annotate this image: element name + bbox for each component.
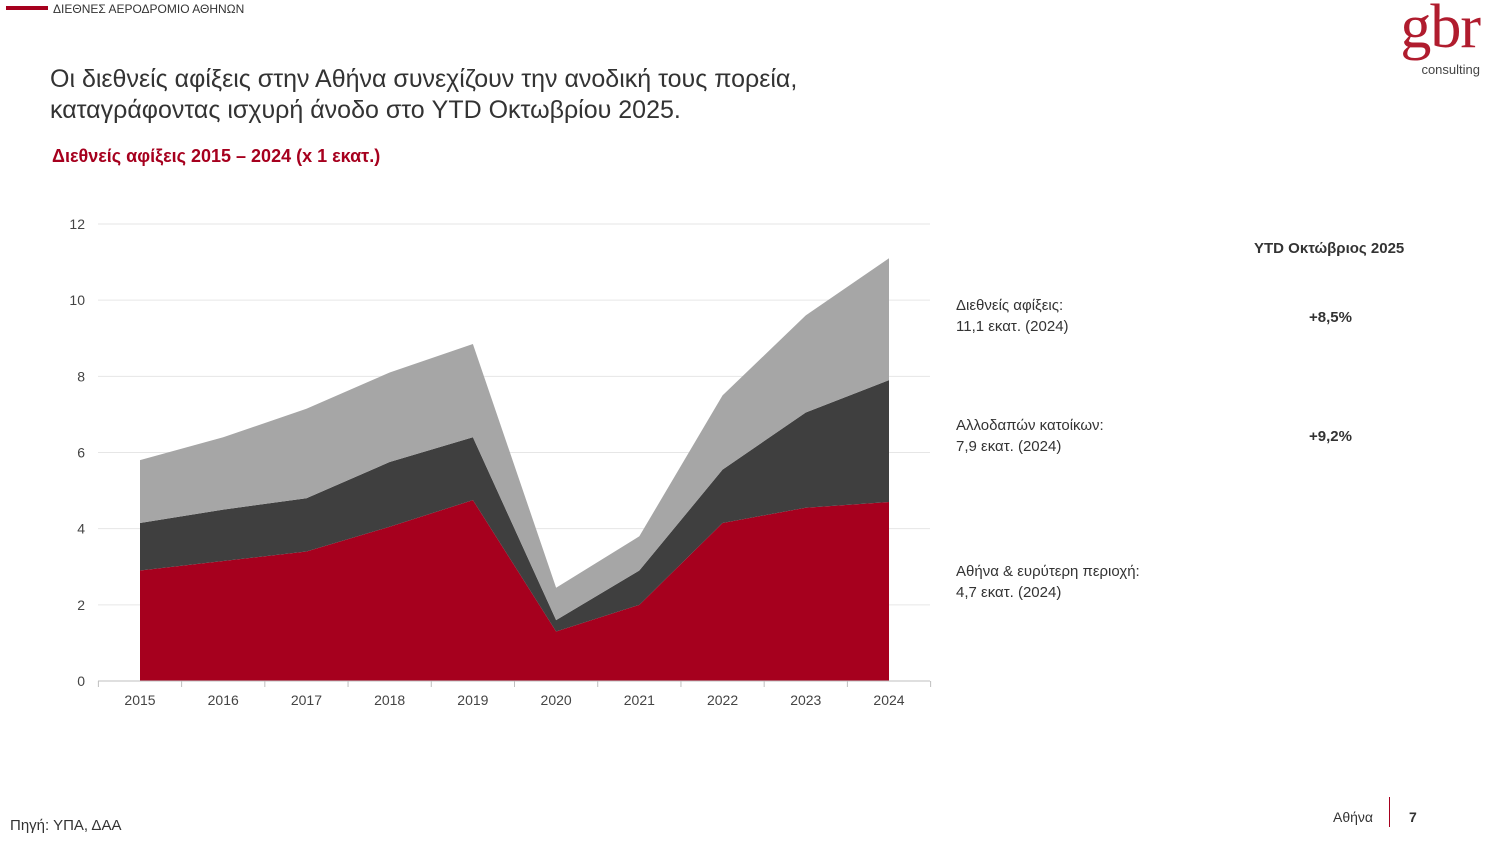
- x-tick-label: 2018: [374, 692, 405, 708]
- section-marker: [6, 6, 48, 10]
- x-tick-label: 2022: [707, 692, 738, 708]
- x-tick-label: 2023: [790, 692, 821, 708]
- footer-divider: [1389, 797, 1390, 827]
- x-tick-label: 2019: [457, 692, 488, 708]
- x-tick-label: 2017: [291, 692, 322, 708]
- ytd-title: YTD Οκτώβριος 2025: [1254, 240, 1405, 257]
- title-line-1: Οι διεθνείς αφίξεις στην Αθήνα συνεχίζου…: [50, 65, 798, 93]
- logo-text: gbr: [1400, 0, 1481, 61]
- legend-value: 4,7 εκατ. (2024): [956, 584, 1062, 601]
- area-series-2: [140, 258, 889, 621]
- ytd-pct-foreign-residents: +9,2%: [1309, 428, 1352, 445]
- chart-title: Διεθνείς αφίξεις 2015 – 2024 (x 1 εκατ.): [52, 146, 381, 166]
- footer-place: Αθήνα: [1333, 809, 1374, 825]
- section-label: ΔΙΕΘΝΕΣ ΑΕΡΟΔΡΟΜΙΟ ΑΘΗΝΩΝ: [53, 2, 245, 16]
- area-series-0: [140, 500, 889, 681]
- x-tick-label: 2020: [541, 692, 572, 708]
- y-tick-label: 8: [77, 368, 85, 384]
- x-tick-label: 2024: [873, 692, 904, 708]
- ytd-pct-international: +8,5%: [1309, 309, 1352, 326]
- legend-label: Αλλοδαπών κατοίκων:: [956, 417, 1104, 434]
- y-tick-label: 4: [77, 521, 85, 537]
- legend-athens: Αθήνα & ευρύτερη περιοχή: 4,7 εκατ. (202…: [956, 561, 1140, 603]
- legend-foreign-residents: Αλλοδαπών κατοίκων: 7,9 εκατ. (2024): [956, 415, 1104, 457]
- title-line-2: καταγράφοντας ισχυρή άνοδο στο YTD Οκτωβ…: [50, 96, 681, 124]
- y-tick-label: 0: [77, 673, 85, 689]
- x-tick-label: 2015: [124, 692, 155, 708]
- legend-label: Αθήνα & ευρύτερη περιοχή:: [956, 563, 1140, 580]
- legend-label: Διεθνείς αφίξεις:: [956, 297, 1064, 314]
- y-tick-label: 12: [69, 216, 85, 232]
- x-tick-label: 2021: [624, 692, 655, 708]
- legend-value: 11,1 εκατ. (2024): [956, 318, 1069, 335]
- stacked-area-chart: 0 2 4 6 8 10 12 2015 2016 2017 2018 2019 2020 2021 202…: [69, 216, 932, 708]
- x-tick-label: 2016: [208, 692, 239, 708]
- y-tick-label: 2: [77, 597, 85, 613]
- page-number: 7: [1409, 809, 1417, 825]
- legend-international: Διεθνείς αφίξεις: 11,1 εκατ. (2024): [956, 295, 1069, 337]
- source-note: Πηγή: ΥΠΑ, ΔΑΑ: [10, 817, 122, 834]
- area-series-1: [140, 380, 889, 632]
- page-title: Οι διεθνείς αφίξεις στην Αθήνα συνεχίζου…: [50, 64, 797, 126]
- y-tick-label: 6: [77, 445, 85, 461]
- legend-value: 7,9 εκατ. (2024): [956, 438, 1062, 455]
- gbr-logo: gbr consulting: [1370, 0, 1481, 80]
- y-tick-label: 10: [69, 292, 85, 308]
- logo-subtext: consulting: [1421, 62, 1480, 77]
